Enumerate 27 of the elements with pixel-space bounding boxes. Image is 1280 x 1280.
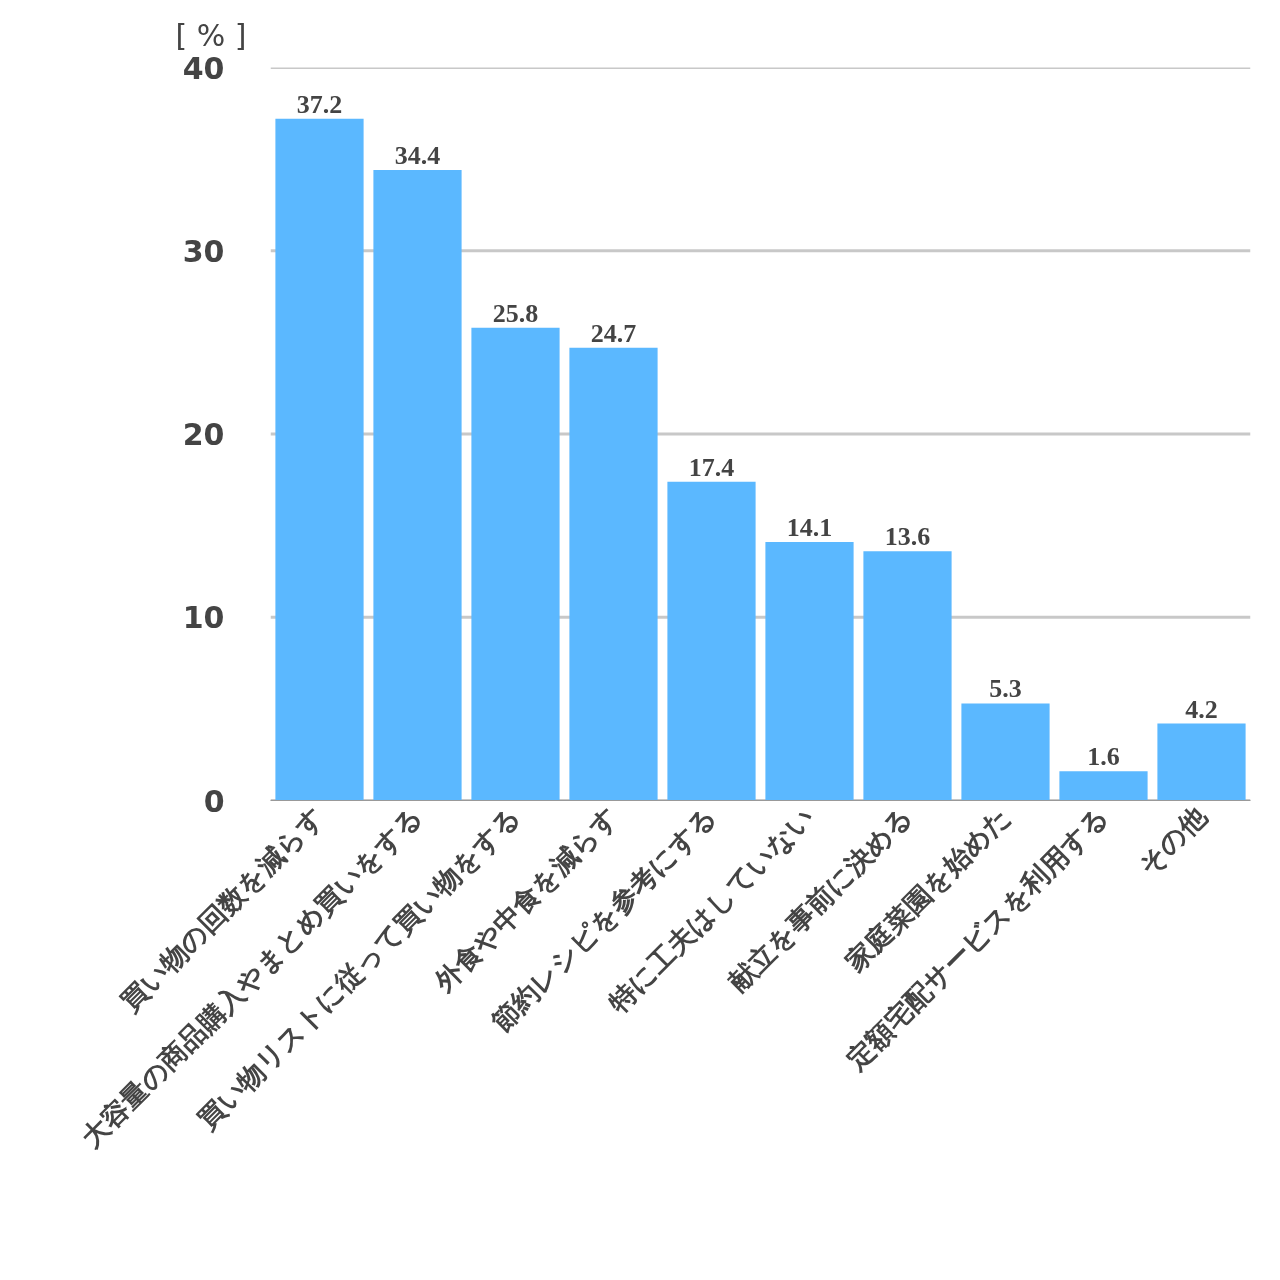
bar (569, 347, 658, 801)
data-label: 17.4 (688, 452, 735, 482)
data-label: 24.7 (590, 318, 637, 348)
bar (1157, 723, 1246, 801)
bar (863, 551, 952, 801)
data-label: 25.8 (492, 298, 539, 328)
data-label: 13.6 (884, 522, 931, 552)
bar (1059, 771, 1148, 801)
bar (275, 118, 364, 801)
data-label: 5.3 (989, 674, 1022, 704)
data-label: 14.1 (786, 513, 833, 543)
y-tick-label: 0 (203, 783, 225, 819)
data-label: 1.6 (1087, 742, 1120, 772)
bar (765, 542, 854, 801)
y-tick-label: 20 (182, 417, 225, 452)
bar (373, 170, 462, 801)
x-tick-label: その他 (1131, 799, 1214, 882)
y-tick-label: 40 (182, 50, 225, 86)
data-label: 37.2 (296, 89, 343, 119)
y-axis-title: [ % ] (175, 17, 247, 53)
y-tick-label: 10 (182, 600, 225, 636)
bar (961, 703, 1050, 801)
data-label: 34.4 (394, 141, 441, 171)
data-label: 4.2 (1185, 694, 1218, 724)
bar (471, 327, 560, 801)
bar (667, 481, 756, 801)
y-tick-label: 30 (182, 233, 225, 269)
